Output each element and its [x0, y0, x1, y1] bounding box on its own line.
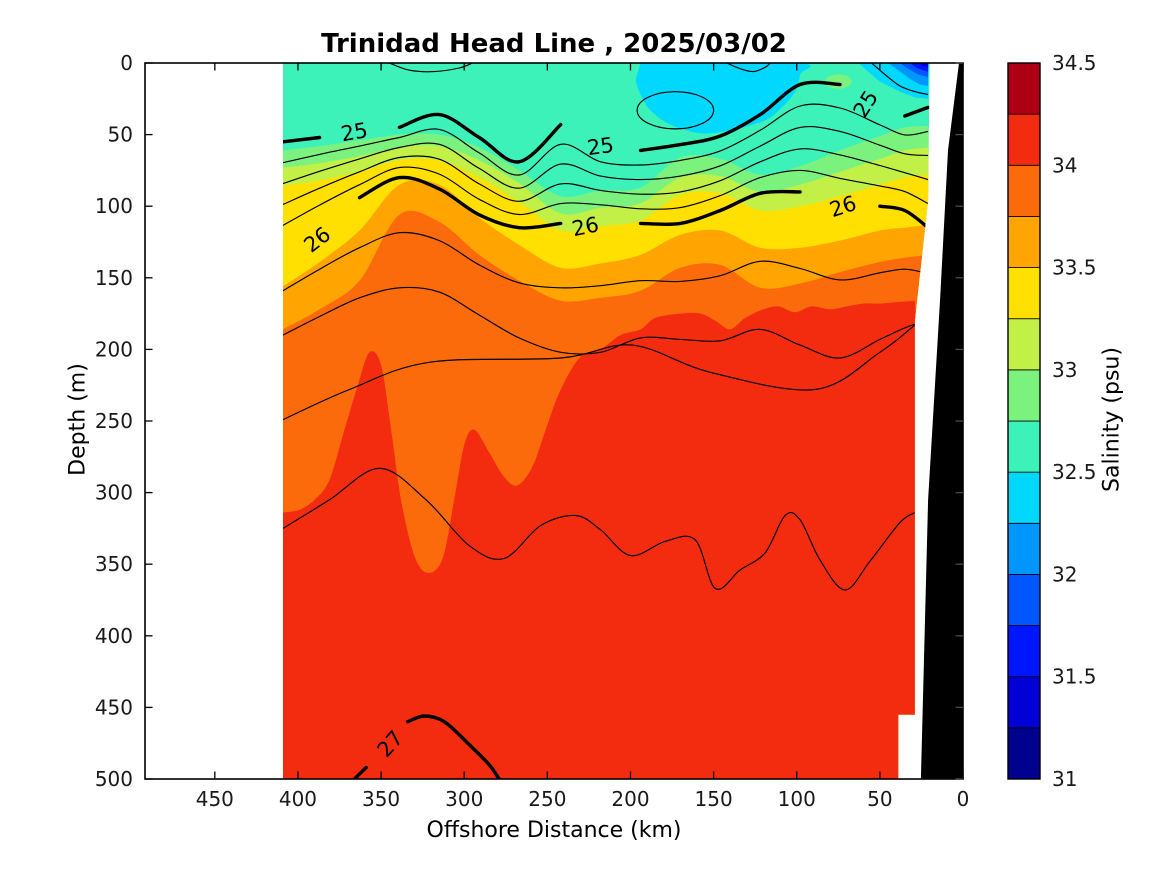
colorbar-segment: [1007, 267, 1041, 320]
isopycnal-27: [406, 714, 501, 779]
x-tick-label: 450: [196, 787, 234, 811]
y-tick-label: 400: [95, 624, 133, 648]
isopycnal-26: [638, 189, 802, 227]
isopycnal-26_8: [283, 467, 916, 591]
x-tick-label: 100: [778, 787, 816, 811]
colorbar-segment: [1007, 164, 1041, 217]
x-tick-label: 250: [528, 787, 566, 811]
surface-contour-arc-1: [726, 63, 771, 73]
colorbar-tick-label: 34.5: [1052, 51, 1097, 75]
y-tick-label: 350: [95, 552, 133, 576]
contour-label: 25: [586, 133, 616, 160]
y-tick-label: 200: [95, 337, 133, 361]
isopycnal-25: [283, 135, 322, 144]
x-tick-label: 350: [362, 787, 400, 811]
isopycnal-26: [357, 175, 563, 230]
colorbar-segment: [1007, 318, 1041, 371]
isopycnal-26_6: [283, 324, 916, 421]
y-tick-label: 150: [95, 266, 133, 290]
colorbar-tick-label: 32.5: [1052, 460, 1097, 484]
colorbar-segment: [1007, 62, 1041, 115]
isopycnal-thin-25x: [283, 126, 929, 189]
isopycnal-26_2: [283, 231, 929, 292]
colorbar-tick-label: 32: [1052, 562, 1077, 586]
y-tick-label: 500: [95, 767, 133, 791]
isopycnal-thin-25x: [283, 166, 929, 226]
x-tick-label: 50: [867, 787, 892, 811]
x-tick-label: 0: [957, 787, 970, 811]
coastal-plume-layer-4: [918, 63, 929, 68]
colorbar-segment: [1007, 369, 1041, 422]
y-tick-label: 250: [95, 409, 133, 433]
isopycnal-thin-25x: [283, 103, 929, 176]
plot-title: Trinidad Head Line , 2025/03/02: [321, 29, 787, 59]
colorbar-label: Salinity (psu): [1099, 347, 1125, 492]
isopycnal-thin-25x: [283, 148, 929, 206]
x-axis-label: Offshore Distance (km): [426, 818, 682, 843]
y-axis-label: Depth (m): [65, 363, 91, 476]
colorbar-segment: [1007, 625, 1041, 678]
colorbar-tick-label: 31.5: [1052, 665, 1097, 689]
x-tick-label: 200: [611, 787, 649, 811]
colorbar-segment: [1007, 522, 1041, 575]
y-tick-label: 450: [95, 695, 133, 719]
colorbar-border: [1007, 62, 1041, 780]
y-tick-label: 300: [95, 481, 133, 505]
colorbar-segment: [1007, 471, 1041, 524]
cyan-blob-contour: [636, 91, 715, 130]
colorbar-segment: [1007, 216, 1041, 268]
x-tick-label: 400: [279, 787, 317, 811]
colorbar-segment: [1007, 574, 1041, 626]
colorbar-tick-label: 33: [1052, 358, 1077, 382]
isopycnal-25: [638, 80, 842, 153]
isopycnal-25: [903, 105, 930, 118]
pale-green-speck: [825, 74, 852, 89]
isopycnal-25: [397, 112, 563, 164]
band-34_0-34_25: [283, 300, 930, 779]
isopycnal-26: [878, 204, 930, 230]
colorbar-tick-label: 33.5: [1052, 256, 1097, 280]
colorbar-tick-label: 31: [1052, 767, 1077, 791]
axes: 450 400 350 300 250 200 150 100 50 00501001502002…: [95, 51, 970, 811]
contour-label: 25: [339, 118, 369, 146]
contour-label: 26: [570, 212, 601, 241]
isopycnal-27: [352, 765, 368, 779]
colorbar-segment: [1007, 420, 1041, 473]
y-tick-label: 50: [108, 123, 133, 147]
x-tick-label: 150: [695, 787, 733, 811]
colorbar-segment: [1007, 676, 1041, 729]
colorbar: 31 31.5 32 32.5 33 33.5 34 34.5: [1007, 51, 1097, 791]
y-tick-label: 100: [95, 194, 133, 218]
y-tick-label: 0: [120, 51, 133, 75]
surface-contour-arc-2: [871, 63, 929, 96]
cyan-surface-patch: [635, 63, 811, 134]
seafloor-wedge: [920, 63, 963, 779]
colorbar-segment: [1007, 113, 1041, 166]
colorbar-segment: [1007, 727, 1041, 780]
x-tick-label: 300: [445, 787, 483, 811]
colorbar-tick-label: 34: [1052, 153, 1077, 177]
